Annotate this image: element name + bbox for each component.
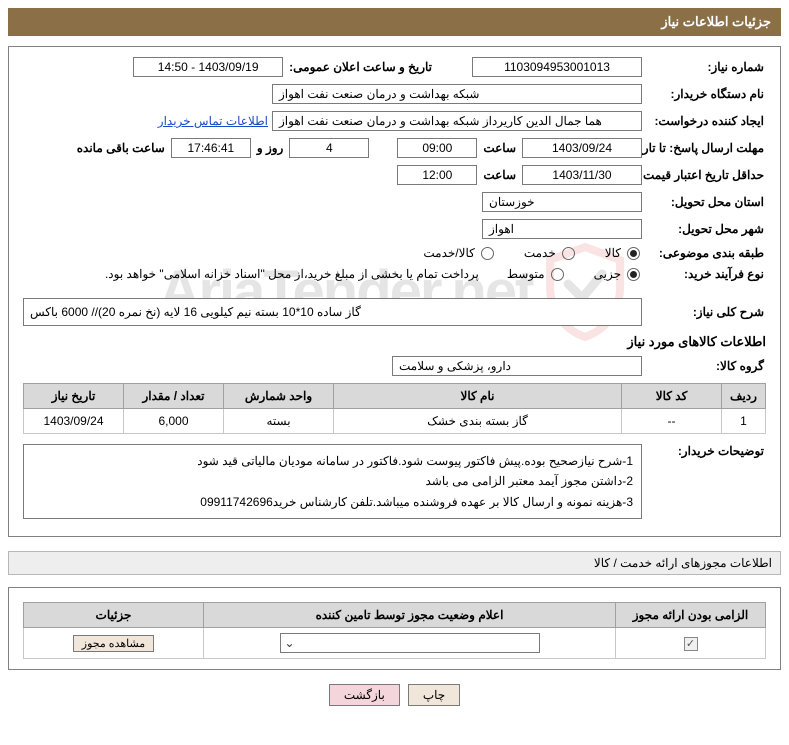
time-label-2: ساعت [481,168,518,182]
countdown-field: 17:46:41 [171,138,251,158]
days-field: 4 [289,138,369,158]
goods-section-title: اطلاعات کالاهای مورد نیاز [23,334,766,350]
radio-both-label: کالا/خدمت [423,246,474,260]
footer-buttons: چاپ بازگشت [8,684,781,706]
radio-service[interactable] [562,247,575,260]
td-name: گاز بسته بندی خشک [334,409,622,434]
requester-label: ایجاد کننده درخواست: [646,114,766,128]
th-details: جزئیات [24,603,204,628]
deadline-time-field: 09:00 [397,138,477,158]
radio-service-label: خدمت [524,246,556,260]
city-label: شهر محل تحویل: [646,222,766,236]
td-code: -- [622,409,722,434]
validity-label: حداقل تاریخ اعتبار قیمت: تا تاریخ: [646,168,766,182]
buyer-org-field: شبکه بهداشت و درمان صنعت نفت اهواز [272,84,642,104]
note-line-3: 3-هزینه نمونه و ارسال کالا بر عهده فروشن… [32,492,633,512]
note-line-2: 2-داشتن مجوز آیمد معتبر الزامی می باشد [32,471,633,491]
td-mandatory: ✓ [616,628,766,659]
desc-field: گاز ساده 10*10 بسته نیم کیلویی 16 لایه (… [23,298,642,326]
radio-goods-label: کالا [605,246,621,260]
print-button[interactable]: چاپ [408,684,460,706]
deadline-label: مهلت ارسال پاسخ: تا تاریخ: [646,141,766,155]
province-field: خوزستان [482,192,642,212]
goods-group-label: گروه کالا: [646,359,766,373]
status-select[interactable] [280,633,540,653]
buyer-notes-label: توضیحات خریدار: [646,444,766,458]
days-suffix: روز و [255,141,286,155]
buyer-notes-box: 1-شرح نیازصحیح بوده.پیش فاکتور پیوست شود… [23,444,642,519]
back-button[interactable]: بازگشت [329,684,400,706]
permit-table: الزامی بودن ارائه مجوز اعلام وضعیت مجوز … [23,602,766,659]
purchase-note: پرداخت تمام یا بخشی از مبلغ خرید،از محل … [105,267,479,281]
announce-label: تاریخ و ساعت اعلان عمومی: [287,60,434,74]
city-field: اهواز [482,219,642,239]
validity-date-field: 1403/11/30 [522,165,642,185]
announce-field: 1403/09/19 - 14:50 [133,57,283,77]
need-no-field: 1103094953001013 [472,57,642,77]
purchase-type-label: نوع فرآیند خرید: [646,267,766,281]
requester-field: هما جمال الدین کاریرداز شبکه بهداشت و در… [272,111,642,131]
radio-partial-label: جزیی [594,267,621,281]
th-mandatory: الزامی بودن ارائه مجوز [616,603,766,628]
table-row: 1 -- گاز بسته بندی خشک بسته 6,000 1403/0… [24,409,766,434]
buyer-org-label: نام دستگاه خریدار: [646,87,766,101]
permit-row: ✓ مشاهده مجوز [24,628,766,659]
th-name: نام کالا [334,384,622,409]
td-qty: 6,000 [124,409,224,434]
permit-panel: الزامی بودن ارائه مجوز اعلام وضعیت مجوز … [8,587,781,670]
th-unit: واحد شمارش [224,384,334,409]
time-label-1: ساعت [481,141,518,155]
td-details: مشاهده مجوز [24,628,204,659]
validity-time-field: 12:00 [397,165,477,185]
th-date: تاریخ نیاز [24,384,124,409]
need-no-label: شماره نیاز: [646,60,766,74]
category-label: طبقه بندی موضوعی: [646,246,766,260]
main-panel: AriaTender.net شماره نیاز: 1103094953001… [8,46,781,537]
radio-both[interactable] [481,247,494,260]
radio-goods[interactable] [627,247,640,260]
view-permit-button[interactable]: مشاهده مجوز [73,635,154,652]
radio-partial[interactable] [627,268,640,281]
desc-label: شرح کلی نیاز: [646,305,766,319]
note-line-1: 1-شرح نیازصحیح بوده.پیش فاکتور پیوست شود… [32,451,633,471]
goods-table: ردیف کد کالا نام کالا واحد شمارش تعداد /… [23,383,766,434]
td-unit: بسته [224,409,334,434]
province-label: استان محل تحویل: [646,195,766,209]
goods-group-field: دارو، پزشکی و سلامت [392,356,642,376]
buyer-contact-link[interactable]: اطلاعات تماس خریدار [158,114,268,128]
radio-medium[interactable] [551,268,564,281]
title-bar: جزئیات اطلاعات نیاز [8,8,781,36]
td-row: 1 [722,409,766,434]
radio-medium-label: متوسط [507,267,545,281]
th-row: ردیف [722,384,766,409]
th-code: کد کالا [622,384,722,409]
th-status: اعلام وضعیت مجوز توسط تامین کننده [204,603,616,628]
mandatory-checkbox: ✓ [684,637,698,651]
th-qty: تعداد / مقدار [124,384,224,409]
td-date: 1403/09/24 [24,409,124,434]
td-status [204,628,616,659]
deadline-date-field: 1403/09/24 [522,138,642,158]
remaining-suffix: ساعت باقی مانده [75,141,167,155]
permit-legend: اطلاعات مجوزهای ارائه خدمت / کالا [8,551,781,575]
